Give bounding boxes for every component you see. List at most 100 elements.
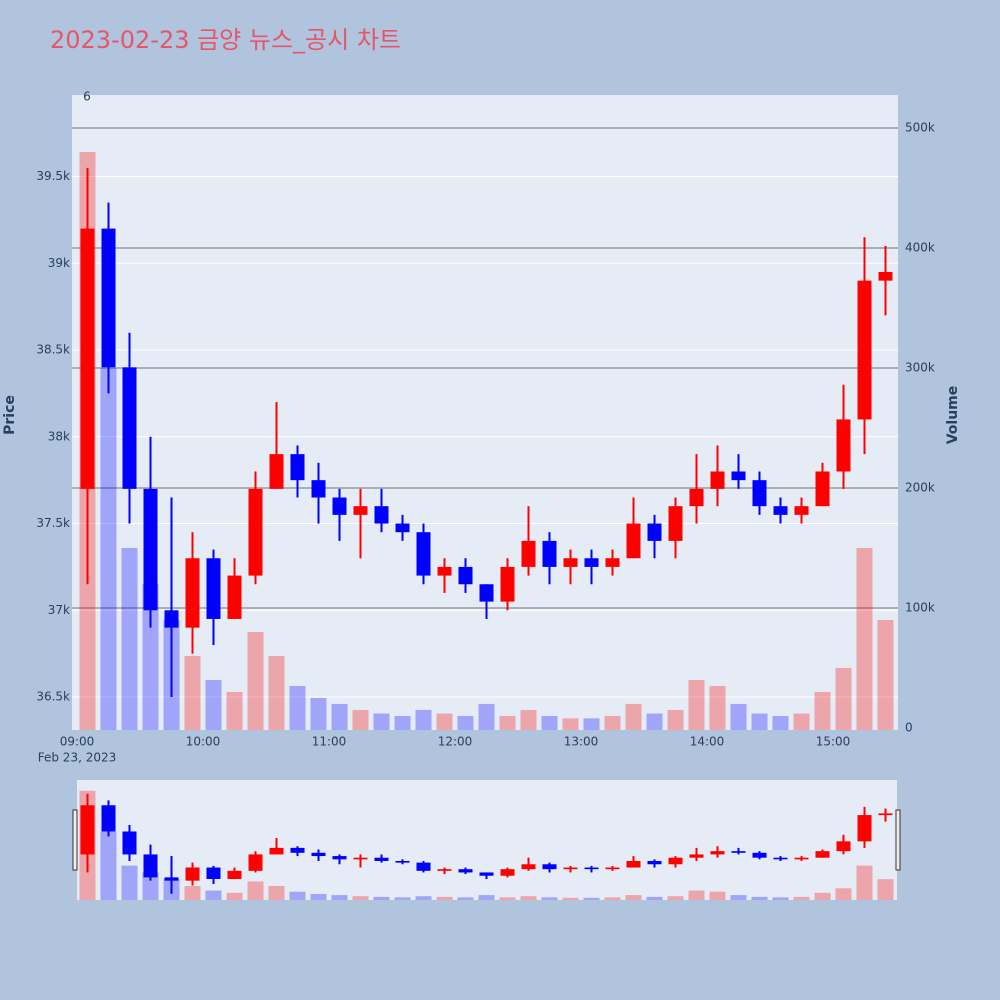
volume-bar [499,715,516,730]
candle-body [374,506,389,524]
y-tick-label: 39k [48,256,70,270]
slider-candle-body [101,805,116,832]
slider-candle-body [605,867,620,870]
candle-body [563,558,578,567]
slider-candle-body [563,867,578,870]
slider-candle-body [458,869,473,873]
plot-area [72,95,898,730]
candle-body [290,454,305,481]
y-tick-label: 38.5k [36,343,70,357]
volume-bar [373,713,390,730]
volume-bar [646,713,663,730]
volume-bar [793,713,810,730]
slider-candle-body [710,851,725,855]
volume-bar [142,583,159,730]
slider-volume-bar [541,897,558,900]
slider-candle-body [416,862,431,871]
volume-bar [247,631,264,730]
slider-candle-body [647,860,662,865]
slider-volume-bar [205,890,222,900]
slider-candle-body [878,813,893,816]
slider-candle-body [164,877,179,881]
candle-body [878,271,893,281]
candle-body [227,575,242,619]
candle-body [647,523,662,541]
range-slider [77,780,897,900]
candle-body [773,506,788,515]
slider-volume-bar [415,896,432,900]
volume-bar [520,709,537,730]
candle-body [542,540,557,567]
slider-candle-body [290,847,305,853]
candle-body [143,488,158,611]
volume-bar [310,697,327,730]
y2-tick-label: 500k [905,120,935,134]
candle-body [395,523,410,533]
volume-bar [226,691,243,730]
candle-body [836,419,851,472]
volume-bar [751,713,768,730]
candle-body [332,497,347,515]
candle-body [605,558,620,567]
slider-volume-bar [100,831,117,900]
slider-candle-body [521,864,536,870]
volume-bar [730,703,747,730]
candle-body [815,471,830,507]
slider-volume-bar [772,897,789,900]
candle-body [458,566,473,585]
slider-volume-bar [373,896,390,900]
candle-body [626,523,641,559]
x-tick-label: 10:00 [186,735,221,749]
slider-volume-bar [751,896,768,900]
slider-handle[interactable] [72,809,78,871]
y-tick-label: 37k [48,603,70,617]
y-tick-label: 36.5k [36,690,70,704]
slider-candle-body [311,852,326,857]
slider-candle-body [731,851,746,853]
candle-body [311,480,326,498]
slider-candle-body [584,867,599,870]
slider-candle-body [689,854,704,858]
slider-candle-body [437,869,452,871]
slider-candle-body [269,847,284,855]
slider-volume-bar [226,892,243,900]
slider-candle-body [374,857,389,861]
volume-bar [541,715,558,730]
slider-volume-bar [583,897,600,900]
volume-bar [856,547,873,730]
slider-candle-body [80,805,95,855]
y-tick-label: 37.5k [36,516,70,530]
slider-volume-bar [184,886,201,900]
candle-body [521,540,536,567]
volume-bar [583,718,600,730]
slider-volume-bar [709,891,726,900]
slider-candle-body [626,860,641,868]
slider-volume-bar [499,897,516,900]
candle-body [269,454,284,489]
slider-volume-bar [877,879,894,900]
volume-bar [562,718,579,730]
x-tick-label: 14:00 [690,735,725,749]
slider-candle-body [542,864,557,870]
slider-volume-bar [310,893,327,900]
candle-body [752,480,767,507]
x-tick-label: 12:00 [438,735,473,749]
candle-body [668,506,683,541]
y2-tick-label: 400k [905,240,935,254]
slider-candle-body [206,867,221,880]
y2-tick-label: 200k [905,480,935,494]
x-tick-label: 15:00 [816,735,851,749]
slider-candle-body [227,870,242,880]
volume-bar [688,679,705,730]
slider-candle-body [815,851,830,858]
candle-body [206,558,221,619]
y2-tick-label: 0 [905,720,913,734]
volume-bar [100,367,117,730]
slider-candle-body [248,854,263,871]
candle-body [353,506,368,515]
slider-volume-bar [562,897,579,900]
slider-volume-bar [121,865,138,900]
slider-candle-body [794,857,809,860]
slider-handle[interactable] [895,809,901,871]
